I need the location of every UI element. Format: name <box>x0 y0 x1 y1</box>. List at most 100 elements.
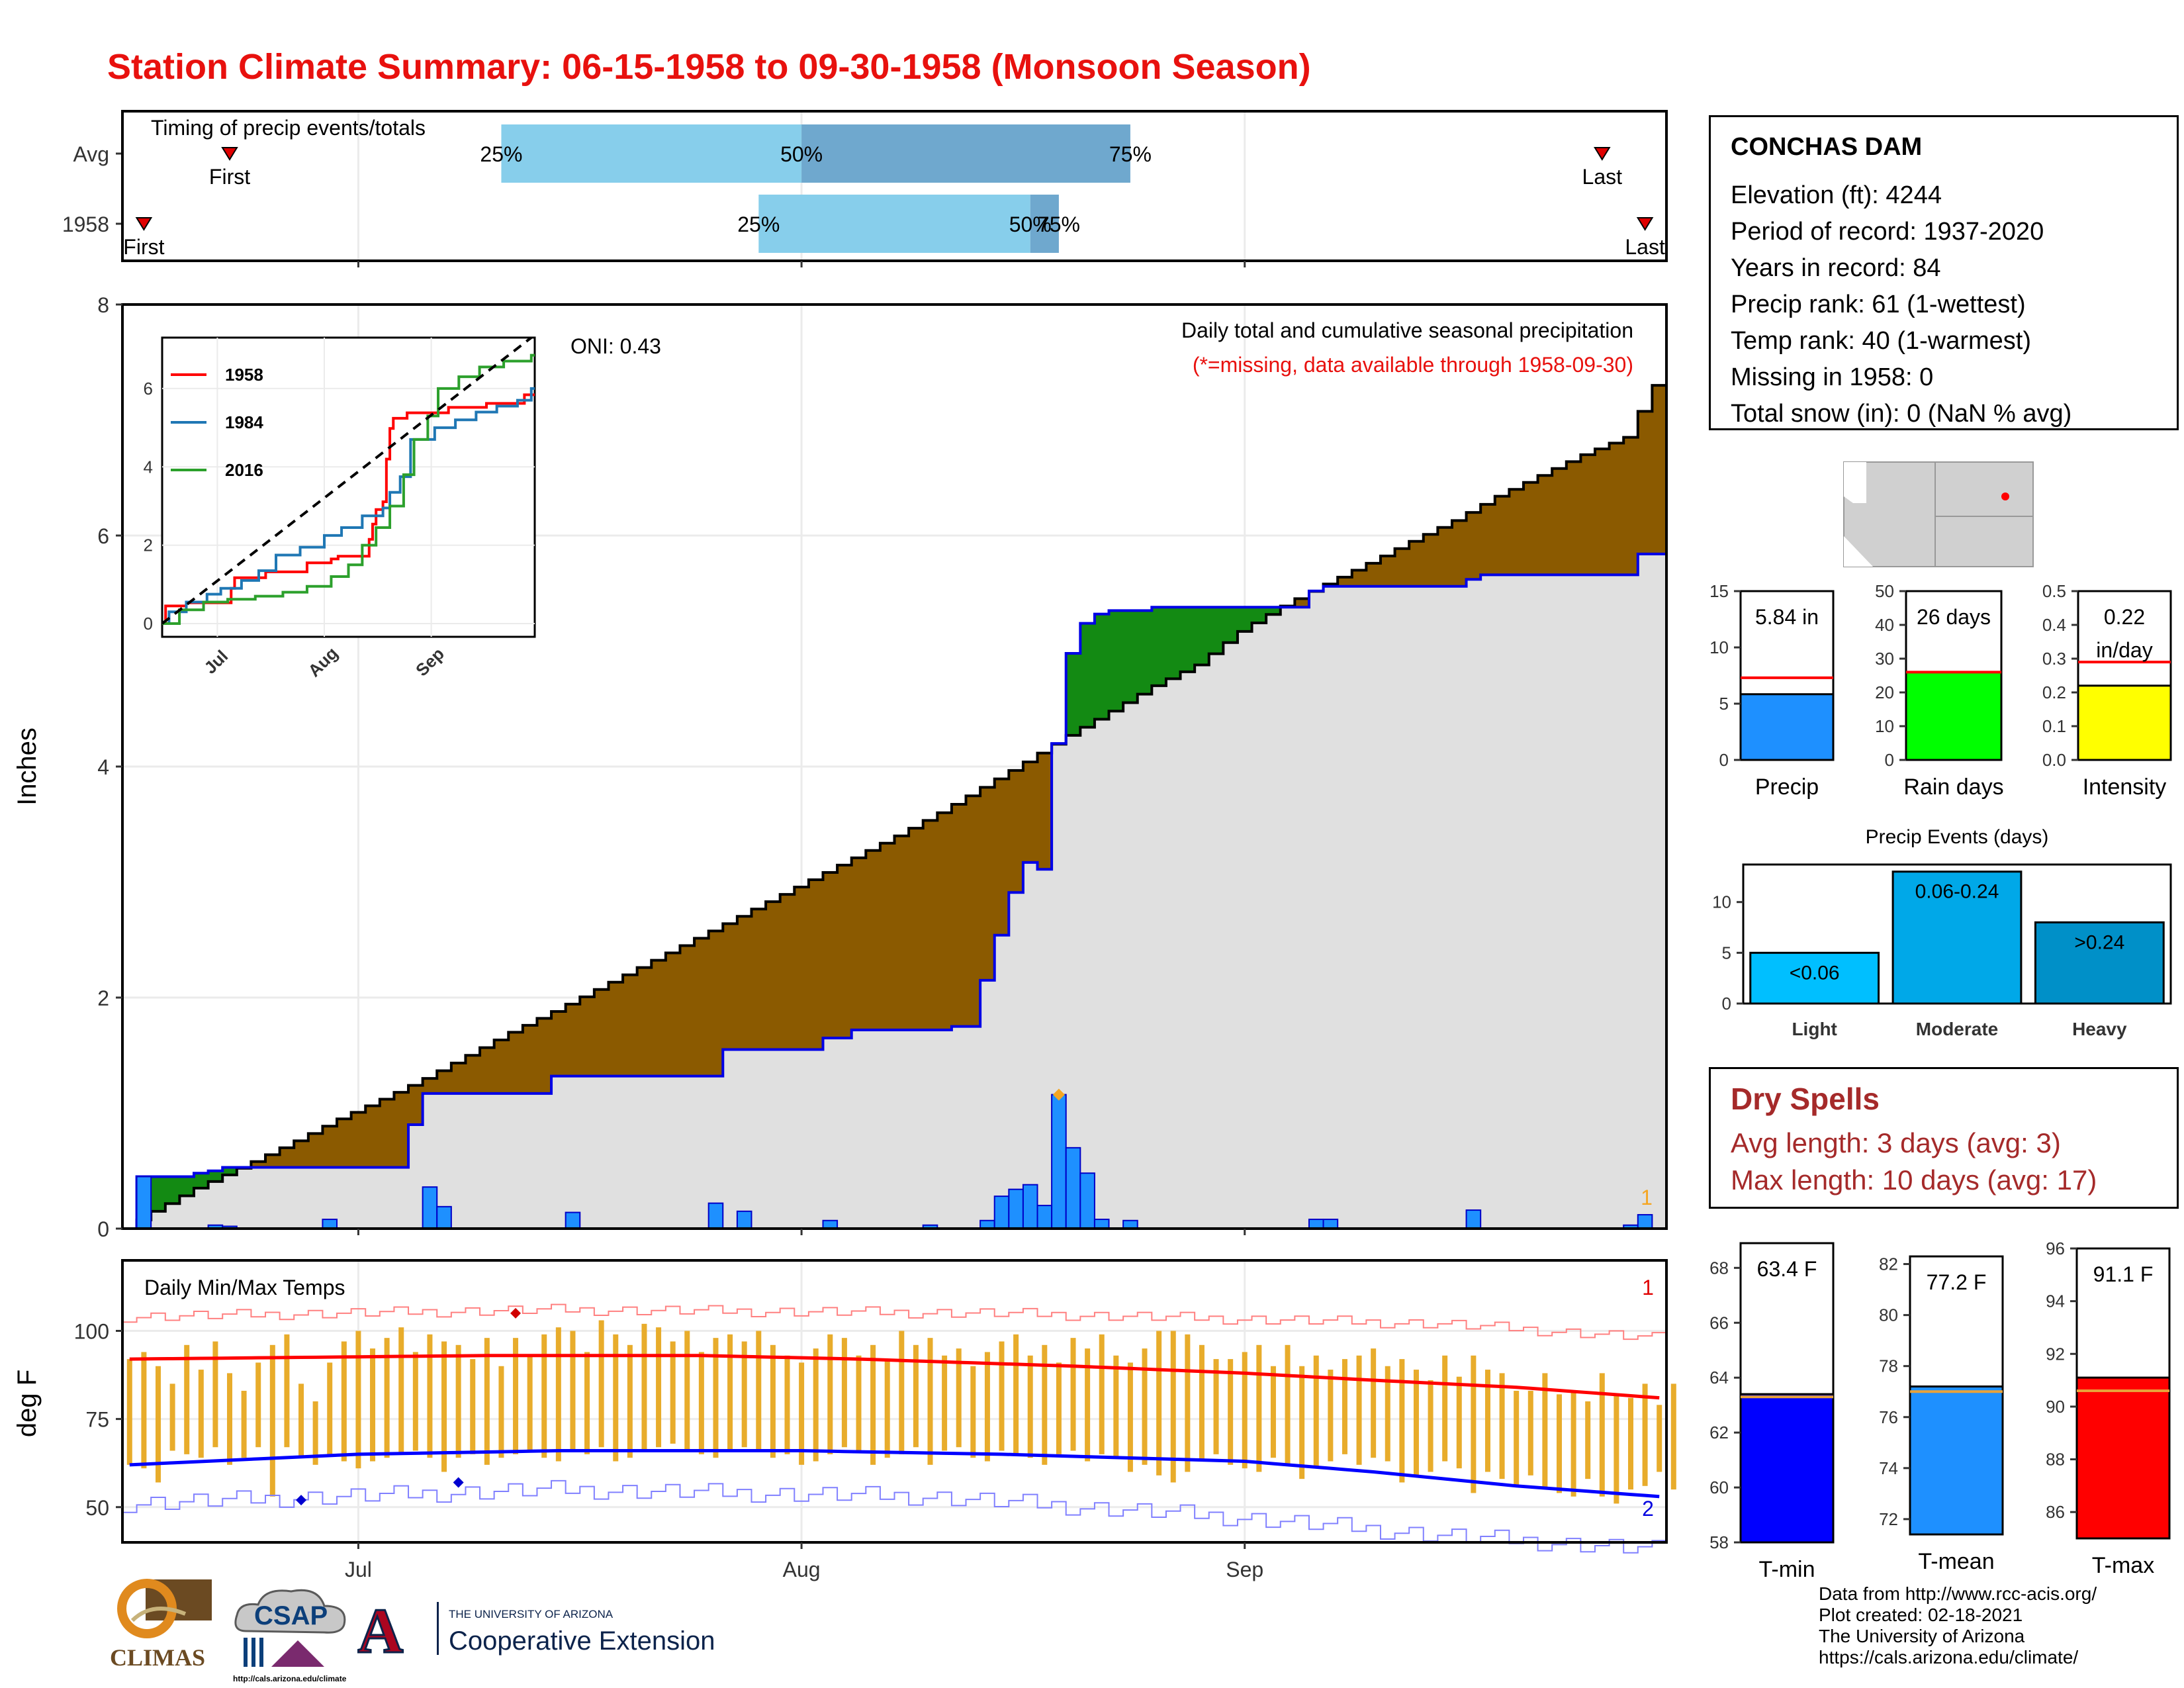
precip-avg-cumulative-line <box>122 384 1666 1230</box>
ua-logo-extension: Cooperative Extension <box>449 1626 715 1656</box>
dry-spells-box: Dry Spells Avg length: 3 days (avg: 3) M… <box>1709 1067 2179 1209</box>
temp-avg-low-line <box>129 1449 1660 1499</box>
csap-logo-text: CSAP <box>254 1601 328 1630</box>
ua-block-a-icon: A <box>357 1595 403 1662</box>
temp-daily-range-bar <box>1185 1334 1191 1472</box>
temp-panel-background <box>122 1260 1666 1542</box>
inset-ytick-label: 2 <box>144 536 153 555</box>
precip-daily-bar <box>1036 1205 1053 1229</box>
inset-panel <box>161 336 536 638</box>
precip-ytick-label: 8 <box>97 293 109 317</box>
rain-stat-precip-total-ytick-label: 15 <box>1709 581 1729 601</box>
temp-daily-range-bar <box>627 1344 633 1458</box>
csap-rain-bar <box>251 1638 255 1667</box>
temp-daily-range-bar <box>184 1344 190 1454</box>
temp-stat-tmax-bar <box>2075 1376 2171 1540</box>
precip-daily-bar <box>136 1176 152 1229</box>
ua-cooperative-extension-logo: A THE UNIVERSITY OF ARIZONA Cooperative … <box>357 1595 715 1662</box>
precip-events-bar-label: >0.24 <box>2074 931 2124 953</box>
timing-label-last: Last <box>1582 165 1623 189</box>
temp-daily-range-bar <box>698 1352 704 1454</box>
temp-stat-tmean-axis-label: T-mean <box>1918 1549 1994 1574</box>
temp-daily-range-bar <box>212 1341 218 1448</box>
temp-daily-range-bar <box>984 1352 990 1462</box>
precip-daily-bar <box>436 1205 452 1229</box>
timing-marker-last <box>1636 217 1654 231</box>
timing-label-q25: 25% <box>737 212 780 236</box>
precip-observed-cumulative-line <box>122 552 1666 1230</box>
temp-daily-range-bar <box>1428 1380 1433 1472</box>
timing-label-q50: 50% <box>780 142 823 166</box>
temp-daily-range-bar <box>555 1327 561 1462</box>
temp-daily-range-bar <box>827 1334 833 1454</box>
temp-daily-range-bar <box>355 1331 361 1469</box>
temp-daily-range-bar <box>913 1344 919 1448</box>
inset-legend-label: 1958 <box>225 365 263 385</box>
precip-events-ytick-label: 0 <box>1722 994 1731 1013</box>
temp-daily-range-bar <box>784 1355 790 1454</box>
locator-map-background <box>1843 461 2034 567</box>
rain-stat-rain-days-ytick-label: 20 <box>1875 682 1894 702</box>
timing-label-q75: 75% <box>1109 142 1152 166</box>
precip-events-category-label: Light <box>1792 1019 1837 1039</box>
temp-stat-tmax-ytick-label: 90 <box>2046 1397 2065 1417</box>
temp-daily-range-bar <box>1256 1344 1262 1472</box>
precip-daily-bar <box>1308 1219 1324 1230</box>
precip-events-title: Precip Events (days) <box>1866 826 2049 848</box>
temp-stat-tmin-ytick-label: 68 <box>1709 1258 1729 1278</box>
temp-record-low-marker <box>296 1495 307 1506</box>
temp-daily-range-bar <box>1127 1362 1133 1472</box>
precip-oni-value: ONI: 0.43 <box>570 334 661 358</box>
temp-daily-range-bar <box>384 1338 390 1458</box>
temp-daily-range-bar <box>1213 1359 1219 1454</box>
temp-daily-range-bar <box>398 1327 404 1454</box>
temp-daily-range-bar <box>1585 1401 1591 1479</box>
temp-stat-tmin-ytick-label: 60 <box>1709 1477 1729 1497</box>
temp-daily-range-bar <box>813 1348 819 1462</box>
temp-daily-range-bar <box>956 1348 962 1448</box>
temp-daily-range-bar <box>1385 1366 1390 1462</box>
temp-daily-range-bar <box>1313 1355 1319 1469</box>
temp-daily-range-bar <box>1642 1383 1648 1486</box>
dry-spells-title: Dry Spells <box>1731 1082 1880 1116</box>
temp-ytick-label: 50 <box>85 1496 109 1520</box>
temp-daily-range-bar <box>927 1338 933 1465</box>
temp-record-high-count: 1 <box>1642 1276 1654 1299</box>
rain-stat-rain-days-ytick-label: 40 <box>1875 615 1894 635</box>
temp-record-low-count: 2 <box>1642 1497 1654 1521</box>
precip-events-bar <box>1749 951 1880 1005</box>
csap-rain-bar <box>259 1638 263 1667</box>
precip-daily-bar <box>736 1210 752 1229</box>
temp-stat-tmin-ytick-label: 62 <box>1709 1423 1729 1442</box>
temp-daily-range-bar <box>1356 1355 1362 1465</box>
temp-daily-range-bar <box>1285 1344 1291 1465</box>
temp-daily-range-bar <box>470 1359 476 1454</box>
temp-xtick-label: Aug <box>783 1558 821 1581</box>
temp-daily-range-bar <box>341 1341 347 1462</box>
temp-daily-range-bar <box>999 1341 1005 1451</box>
dry-spells-max: Max length: 10 days (avg: 17) <box>1731 1164 2097 1196</box>
ua-logo-university: THE UNIVERSITY OF ARIZONA <box>449 1608 614 1620</box>
station-name: CONCHAS DAM <box>1731 133 1923 161</box>
temp-stat-tmean-value-label: 77.2 F <box>1927 1270 1987 1294</box>
credit-plot-created: Plot created: 02-18-2021 <box>1819 1605 2023 1625</box>
temp-stat-tmax-ytick-label: 88 <box>2046 1450 2065 1470</box>
climas-logo-swoosh <box>130 1607 187 1622</box>
rain-stat-precip-total-ytick-label: 5 <box>1719 694 1729 714</box>
csap-url: http://cals.arizona.edu/climate <box>233 1674 347 1683</box>
precip-legend-note: (*=missing, data available through 1958-… <box>1193 353 1633 377</box>
temp-daily-range-bar <box>641 1323 647 1451</box>
precip-daily-bar <box>1008 1188 1024 1230</box>
temp-stat-tmean-ytick-label: 78 <box>1879 1356 1898 1376</box>
precip-daily-bar <box>1022 1184 1038 1229</box>
temp-stat-tmean: 72 74 76 78 80 82 77.2 F T-mean <box>1879 1254 2004 1574</box>
temp-daily-range-bar <box>441 1341 447 1472</box>
temp-daily-range-bar <box>312 1401 318 1465</box>
temp-daily-range-bar <box>684 1331 690 1451</box>
precip-ylabel: Inches <box>13 727 42 806</box>
temp-daily-range-bar <box>1328 1370 1334 1462</box>
rain-stat-rain-days-bar <box>1905 671 2003 761</box>
temp-xtick-label: Jul <box>345 1558 372 1581</box>
credit-data-source: Data from http://www.rcc-acis.org/ <box>1819 1583 2097 1604</box>
precip-events-category-label: Heavy <box>2072 1019 2127 1039</box>
